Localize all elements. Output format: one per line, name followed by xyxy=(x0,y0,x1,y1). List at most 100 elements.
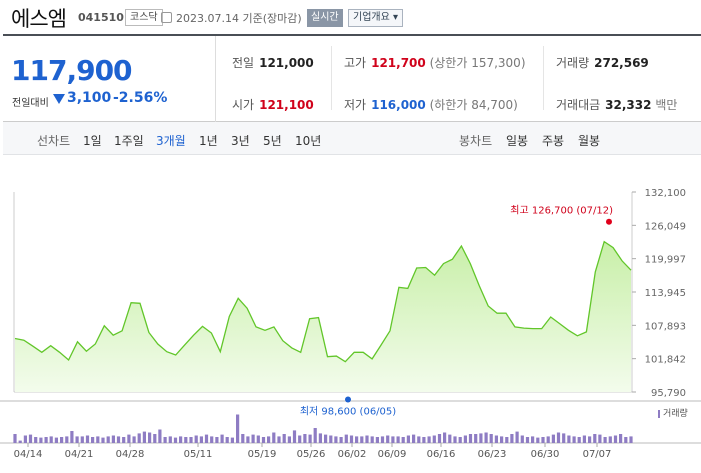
price-chart: 132,100 126,049 119,997 113,945 107,893 101,8… xyxy=(0,155,701,473)
period-1w[interactable]: 1주일 xyxy=(114,134,144,148)
volume-bar xyxy=(629,436,633,443)
volume-bar xyxy=(536,437,540,443)
volume-bar xyxy=(510,434,514,443)
volume-bar xyxy=(308,434,312,443)
volume-bar xyxy=(298,435,302,443)
volume-bar xyxy=(199,436,203,443)
trade-amount: 거래대금 32,332 백만 xyxy=(556,96,677,113)
volume-bar xyxy=(85,435,90,443)
volume-bar xyxy=(168,436,172,443)
candle-chart-label: 봉차트 xyxy=(459,134,493,148)
volume-bar xyxy=(412,434,416,443)
x-tick-label: 05/19 xyxy=(248,449,277,460)
volume-bar xyxy=(210,436,214,443)
volume-bar xyxy=(272,432,276,443)
price-area xyxy=(15,241,631,392)
volume-bar xyxy=(267,436,271,443)
volume-legend: 거래량 xyxy=(658,406,688,419)
market-badge: 코스닥 xyxy=(125,9,163,26)
volume-bar xyxy=(608,436,612,443)
volume-bar xyxy=(287,436,291,443)
low-value: 116,000 xyxy=(371,98,426,112)
volume-bar xyxy=(116,436,121,443)
volume-bar xyxy=(619,434,623,443)
x-tick-label: 06/30 xyxy=(531,449,560,460)
volume-bar xyxy=(282,434,286,443)
candle-daily[interactable]: 일봉 xyxy=(506,134,529,148)
volume-bar xyxy=(163,437,167,443)
x-tick-label: 05/26 xyxy=(297,449,326,460)
volume-bar xyxy=(624,437,628,443)
volume-bar xyxy=(494,435,498,443)
high-price: 고가 121,700 (상한가 157,300) xyxy=(344,54,526,71)
volume-bar xyxy=(49,436,53,443)
period-5y[interactable]: 5년 xyxy=(263,134,282,148)
x-tick-label: 07/07 xyxy=(583,449,612,460)
volume-bar xyxy=(422,437,426,443)
volume-bar xyxy=(598,434,602,443)
volume-bar xyxy=(179,436,183,443)
volume-bar xyxy=(432,435,436,443)
volume-bar xyxy=(593,434,597,443)
volume-bar xyxy=(215,437,219,443)
company-overview-dropdown[interactable]: 기업개요 ▾ xyxy=(348,9,403,27)
amount-unit: 백만 xyxy=(655,98,678,112)
volume-bar xyxy=(370,436,374,443)
period-3m[interactable]: 3개월 xyxy=(156,134,186,148)
volume-bar xyxy=(91,437,95,443)
low-price: 저가 116,000 (하한가 84,700) xyxy=(344,96,518,113)
volume-bar xyxy=(572,436,576,443)
low-marker xyxy=(345,396,351,403)
volume: 거래량 272,569 xyxy=(556,54,649,71)
amount-label: 거래대금 xyxy=(556,98,601,112)
y-tick-label: 107,893 xyxy=(645,321,686,332)
volume-bar xyxy=(70,431,74,443)
volume-bar xyxy=(489,434,493,443)
volume-bar xyxy=(261,437,266,443)
volume-bar xyxy=(96,436,100,443)
volume-bar xyxy=(39,437,43,443)
candle-monthly[interactable]: 월봉 xyxy=(578,134,601,148)
volume-bar xyxy=(184,437,188,443)
volume-bar xyxy=(448,434,452,443)
current-price: 117,900 xyxy=(11,54,133,87)
y-tick-label: 126,049 xyxy=(645,221,686,232)
upper-limit: (상한가 157,300) xyxy=(429,56,526,70)
volume-bar xyxy=(344,434,348,443)
high-marker xyxy=(606,218,612,225)
down-triangle-icon xyxy=(53,94,65,104)
volume-legend-swatch xyxy=(658,409,660,418)
volume-bar xyxy=(173,437,178,443)
volume-bar xyxy=(334,436,338,443)
change-amount: 3,100 xyxy=(67,90,112,106)
volume-bar xyxy=(391,436,395,443)
x-tick-label: 04/21 xyxy=(65,449,94,460)
volume-bar xyxy=(577,437,581,443)
volume-bar xyxy=(256,435,260,443)
volume-bar xyxy=(613,435,618,443)
period-3y[interactable]: 3년 xyxy=(231,134,250,148)
volume-bar xyxy=(474,434,478,443)
volume-bar xyxy=(401,437,405,443)
period-1d[interactable]: 1일 xyxy=(83,134,102,148)
y-tick-label: 113,945 xyxy=(645,288,686,299)
period-1y[interactable]: 1년 xyxy=(199,134,218,148)
volume-bar xyxy=(13,434,17,443)
volume-bar xyxy=(189,437,193,443)
volume-bar xyxy=(65,436,69,443)
stock-code: 041510 xyxy=(78,11,124,24)
divider xyxy=(331,46,332,110)
volume-bar xyxy=(23,435,27,443)
volume-bar xyxy=(225,437,229,443)
volume-bar xyxy=(406,435,410,443)
open-value: 121,100 xyxy=(259,98,314,112)
volume-bar xyxy=(137,433,141,443)
volume-bar xyxy=(551,434,555,443)
lower-limit: (하한가 84,700) xyxy=(429,98,518,112)
volume-bar xyxy=(505,437,509,443)
realtime-button[interactable]: 실시간 xyxy=(307,9,343,27)
volume-bar xyxy=(236,414,240,443)
period-10y[interactable]: 10년 xyxy=(295,134,322,148)
candle-weekly[interactable]: 주봉 xyxy=(542,134,565,148)
volume-bar xyxy=(468,434,473,443)
